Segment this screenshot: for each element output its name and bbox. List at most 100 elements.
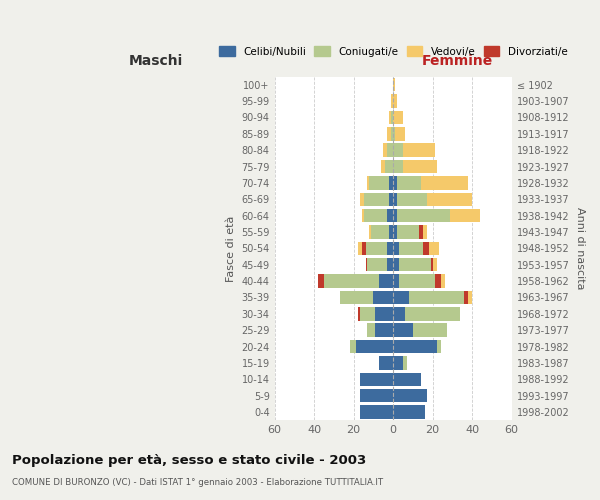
Bar — [409, 290, 464, 304]
Bar — [356, 340, 393, 353]
Bar — [358, 307, 359, 320]
Bar — [393, 160, 403, 173]
Bar — [437, 340, 440, 353]
Bar — [393, 307, 405, 320]
Bar — [362, 209, 364, 222]
Bar — [423, 226, 427, 238]
Bar — [387, 209, 393, 222]
Bar — [468, 290, 472, 304]
Bar — [373, 290, 393, 304]
Bar — [405, 307, 460, 320]
Bar — [367, 176, 370, 190]
Bar — [393, 176, 397, 190]
Bar — [399, 242, 423, 255]
Bar — [359, 307, 376, 320]
Bar — [464, 290, 468, 304]
Bar — [387, 258, 393, 272]
Y-axis label: Anni di nascita: Anni di nascita — [575, 207, 585, 290]
Bar — [389, 192, 393, 206]
Bar — [391, 111, 393, 124]
Bar — [362, 242, 365, 255]
Bar — [440, 274, 445, 288]
Text: Popolazione per età, sesso e stato civile - 2003: Popolazione per età, sesso e stato civil… — [12, 454, 366, 467]
Text: Maschi: Maschi — [129, 54, 183, 68]
Bar — [393, 242, 399, 255]
Bar — [393, 78, 395, 92]
Bar — [350, 340, 356, 353]
Bar — [370, 226, 371, 238]
Bar — [433, 258, 437, 272]
Bar — [387, 144, 393, 157]
Bar — [419, 226, 423, 238]
Bar — [359, 192, 364, 206]
Bar — [393, 290, 409, 304]
Bar — [397, 176, 421, 190]
Bar — [324, 274, 379, 288]
Bar — [413, 324, 446, 337]
Bar — [376, 307, 393, 320]
Bar — [364, 192, 389, 206]
Bar — [371, 226, 389, 238]
Bar — [421, 176, 468, 190]
Bar — [379, 274, 393, 288]
Bar — [427, 192, 472, 206]
Bar — [393, 356, 403, 370]
Bar — [379, 356, 393, 370]
Bar — [358, 242, 362, 255]
Bar — [393, 372, 421, 386]
Bar — [393, 274, 399, 288]
Bar — [403, 356, 407, 370]
Y-axis label: Fasce di età: Fasce di età — [226, 215, 236, 282]
Bar — [359, 406, 393, 418]
Bar — [389, 111, 391, 124]
Bar — [429, 242, 439, 255]
Bar — [393, 111, 403, 124]
Bar — [397, 226, 419, 238]
Bar — [451, 209, 480, 222]
Bar — [365, 242, 387, 255]
Bar — [393, 209, 397, 222]
Bar — [387, 127, 391, 140]
Text: COMUNE DI BURONZO (VC) - Dati ISTAT 1° gennaio 2003 - Elaborazione TUTTITALIA.IT: COMUNE DI BURONZO (VC) - Dati ISTAT 1° g… — [12, 478, 383, 487]
Bar — [387, 242, 393, 255]
Bar — [393, 389, 427, 402]
Bar — [431, 258, 433, 272]
Bar — [393, 144, 403, 157]
Bar — [385, 160, 393, 173]
Bar — [364, 209, 387, 222]
Bar — [365, 258, 367, 272]
Bar — [434, 274, 440, 288]
Bar — [367, 258, 387, 272]
Bar — [397, 209, 451, 222]
Bar — [393, 192, 397, 206]
Bar — [383, 144, 387, 157]
Bar — [393, 324, 413, 337]
Bar — [399, 258, 431, 272]
Bar — [423, 242, 429, 255]
Bar — [382, 160, 385, 173]
Bar — [403, 144, 434, 157]
Bar — [376, 324, 393, 337]
Bar — [340, 290, 373, 304]
Bar — [391, 94, 393, 108]
Bar — [397, 192, 427, 206]
Bar — [393, 226, 397, 238]
Bar — [370, 176, 389, 190]
Bar — [391, 127, 393, 140]
Bar — [393, 340, 437, 353]
Bar — [399, 274, 434, 288]
Bar — [395, 127, 405, 140]
Bar — [393, 127, 395, 140]
Bar — [359, 372, 393, 386]
Bar — [393, 94, 397, 108]
Bar — [389, 176, 393, 190]
Legend: Celibi/Nubili, Coniugati/e, Vedovi/e, Divorziati/e: Celibi/Nubili, Coniugati/e, Vedovi/e, Di… — [215, 42, 571, 61]
Bar — [318, 274, 324, 288]
Bar — [403, 160, 437, 173]
Text: Femmine: Femmine — [422, 54, 493, 68]
Bar — [393, 258, 399, 272]
Bar — [393, 406, 425, 418]
Bar — [389, 226, 393, 238]
Bar — [359, 389, 393, 402]
Bar — [367, 324, 376, 337]
